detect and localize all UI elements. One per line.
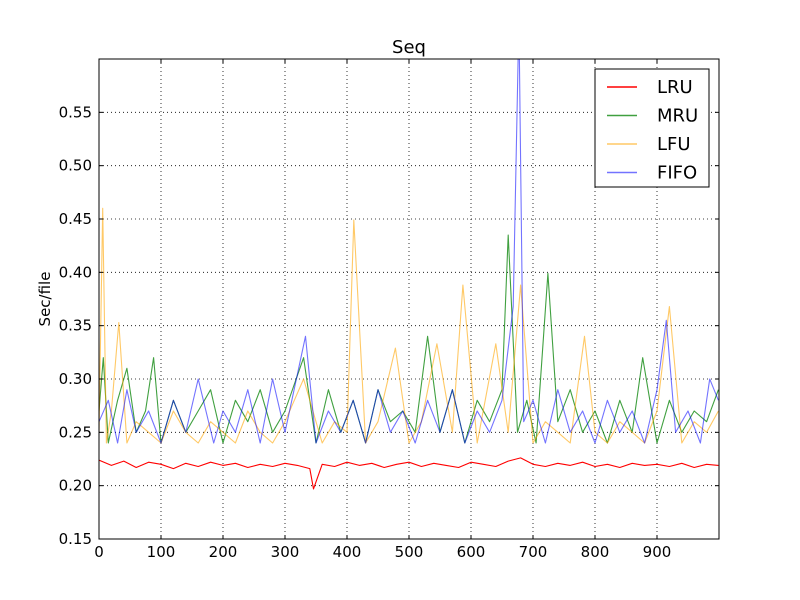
plot-series [99, 59, 719, 490]
x-tick-label: 500 [395, 543, 424, 561]
y-tick-label: 0.35 [59, 317, 92, 335]
x-tick-label: 600 [457, 543, 486, 561]
series-line-lru [99, 457, 719, 490]
y-tick-label: 0.55 [59, 103, 92, 121]
legend-label-lru: LRU [657, 77, 693, 98]
y-tick-label: 0.25 [59, 423, 92, 441]
x-tick-label: 0 [94, 543, 104, 561]
x-tick-label: 100 [147, 543, 176, 561]
legend-label-fifo: FIFO [657, 163, 697, 184]
legend-label-mru: MRU [657, 106, 698, 127]
x-tick-label: 900 [643, 543, 672, 561]
y-tick-label: 0.40 [59, 263, 92, 281]
series-line-lfu [99, 207, 719, 444]
legend-label-lfu: LFU [657, 134, 691, 155]
legend-box [594, 68, 710, 188]
x-tick-label: 300 [271, 543, 300, 561]
y-tick-label: 0.50 [59, 157, 92, 175]
chart-title: Seq [392, 37, 426, 58]
series-line-fifo [99, 59, 719, 444]
x-tick-label: 200 [209, 543, 238, 561]
axis-ticks: 0 100 200 300 400 500 600 700 800 900 0.15 0.20 0.25… [59, 59, 719, 561]
legend: LRU MRU LFU FIFO [594, 68, 710, 188]
x-tick-label: 800 [581, 543, 610, 561]
y-tick-label: 0.45 [59, 210, 92, 228]
y-tick-label: 0.15 [59, 530, 92, 548]
y-tick-label: 0.30 [59, 370, 92, 388]
x-tick-label: 700 [519, 543, 548, 561]
y-tick-label: 0.20 [59, 477, 92, 495]
x-tick-label: 400 [333, 543, 362, 561]
y-axis-label: Sec/file [36, 272, 54, 327]
